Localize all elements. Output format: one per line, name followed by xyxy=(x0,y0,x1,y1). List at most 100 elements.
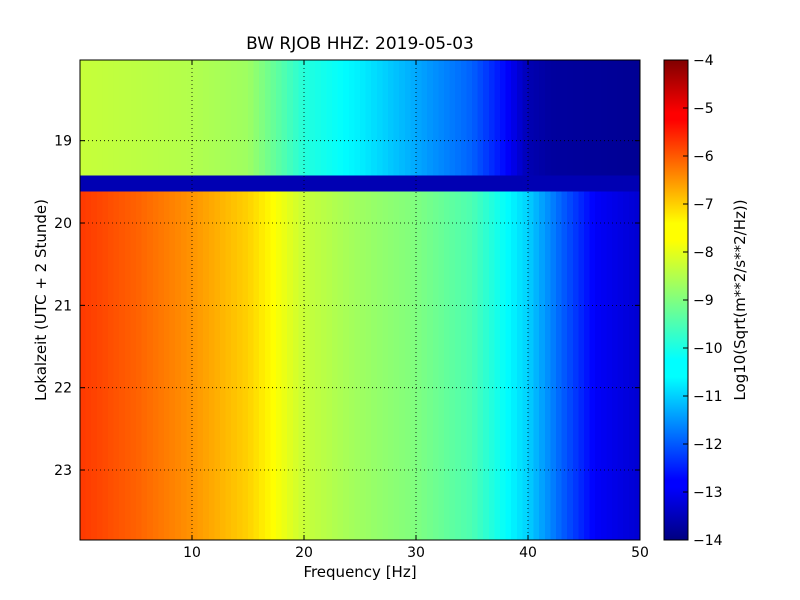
colorbar-tick-label: −5 xyxy=(693,101,714,117)
heat-cell xyxy=(337,175,344,192)
heat-cell xyxy=(175,175,182,192)
heat-cell xyxy=(416,60,423,176)
colorbar-ticks: −4 −5 −6 −7 −8 −9 −10 −11 −12 −13 −14 xyxy=(683,53,723,549)
heat-cell xyxy=(91,191,98,540)
heat-cell xyxy=(511,175,518,192)
heat-cell xyxy=(214,175,221,192)
heat-cell xyxy=(354,60,361,176)
heat-cell xyxy=(505,175,512,192)
heat-cell xyxy=(136,191,143,540)
chart-title: BW RJOB HHZ: 2019-05-03 xyxy=(246,34,474,54)
heat-cell xyxy=(600,60,607,176)
heat-cell xyxy=(152,60,159,176)
heat-cell xyxy=(472,60,479,176)
heat-cell xyxy=(584,175,591,192)
heat-cell xyxy=(108,175,115,192)
heat-cell xyxy=(393,175,400,192)
heat-cell xyxy=(354,191,361,540)
heat-cell xyxy=(259,60,266,176)
heat-cell xyxy=(432,191,439,540)
heat-cell xyxy=(388,60,395,176)
heat-cell xyxy=(287,60,294,176)
heat-cell xyxy=(192,191,199,540)
x-tick-label: 20 xyxy=(295,545,313,561)
heat-cell xyxy=(617,60,624,176)
heat-cell xyxy=(130,191,137,540)
x-tick-label: 50 xyxy=(631,545,649,561)
heat-cell xyxy=(516,175,523,192)
heat-cell xyxy=(292,175,299,192)
heat-cell xyxy=(270,60,277,176)
colorbar-tick-label: −7 xyxy=(693,197,714,213)
heat-cell xyxy=(102,175,109,192)
heat-cell xyxy=(533,175,540,192)
heat-cell xyxy=(119,175,126,192)
heat-cell xyxy=(556,60,563,176)
heat-cell xyxy=(276,60,283,176)
heat-cell xyxy=(410,191,417,540)
heat-cell xyxy=(203,60,210,176)
heat-cell xyxy=(371,191,378,540)
heat-cell xyxy=(147,175,154,192)
y-axis-ticks: 19 20 21 22 23 xyxy=(54,134,640,479)
y-tick-label: 21 xyxy=(54,298,72,314)
heat-cell xyxy=(444,191,451,540)
heat-cell xyxy=(365,175,372,192)
heat-cell xyxy=(96,175,103,192)
heat-cell xyxy=(432,175,439,192)
heat-cell xyxy=(617,175,624,192)
heat-cell xyxy=(197,191,204,540)
heat-cell xyxy=(354,175,361,192)
heat-cell xyxy=(466,191,473,540)
heat-cell xyxy=(80,175,87,192)
heat-cell xyxy=(589,191,596,540)
y-tick-label: 23 xyxy=(54,463,72,479)
heat-cell xyxy=(80,60,87,176)
heat-cell xyxy=(337,191,344,540)
heat-cell xyxy=(550,191,557,540)
heat-cell xyxy=(197,60,204,176)
heat-cell xyxy=(203,175,210,192)
heat-cell xyxy=(326,60,333,176)
heat-cell xyxy=(332,60,339,176)
heat-cell xyxy=(192,60,199,176)
heat-cell xyxy=(186,175,193,192)
heat-cell xyxy=(315,175,322,192)
heat-cell xyxy=(494,175,501,192)
heat-cell xyxy=(225,60,232,176)
heat-cell xyxy=(253,60,260,176)
heat-cell xyxy=(376,60,383,176)
heat-cell xyxy=(600,191,607,540)
heat-cell xyxy=(444,175,451,192)
heat-cell xyxy=(539,175,546,192)
heat-cell xyxy=(460,60,467,176)
heat-cell xyxy=(96,191,103,540)
heat-cell xyxy=(248,191,255,540)
heat-cell xyxy=(522,191,529,540)
heat-cell xyxy=(589,60,596,176)
heat-cell xyxy=(164,60,171,176)
heat-cell xyxy=(360,60,367,176)
heat-cell xyxy=(612,175,619,192)
heat-cell xyxy=(276,191,283,540)
colorbar-tick-label: −12 xyxy=(693,437,723,453)
heat-cell xyxy=(91,60,98,176)
heat-cell xyxy=(186,60,193,176)
heat-cell xyxy=(102,60,109,176)
heat-cell xyxy=(572,191,579,540)
heat-cell xyxy=(410,175,417,192)
y-axis-label: Lokalzeit (UTC + 2 Stunde) xyxy=(32,199,50,401)
heat-cell xyxy=(472,191,479,540)
heat-cell xyxy=(304,191,311,540)
heat-cell xyxy=(427,60,434,176)
heat-cell xyxy=(376,191,383,540)
heat-cell xyxy=(152,191,159,540)
heat-cell xyxy=(169,60,176,176)
heat-cell xyxy=(169,191,176,540)
heat-cell xyxy=(281,60,288,176)
heat-cell xyxy=(466,175,473,192)
heat-cell xyxy=(253,175,260,192)
heat-cell xyxy=(376,175,383,192)
heat-cell xyxy=(292,60,299,176)
heat-cell xyxy=(371,175,378,192)
